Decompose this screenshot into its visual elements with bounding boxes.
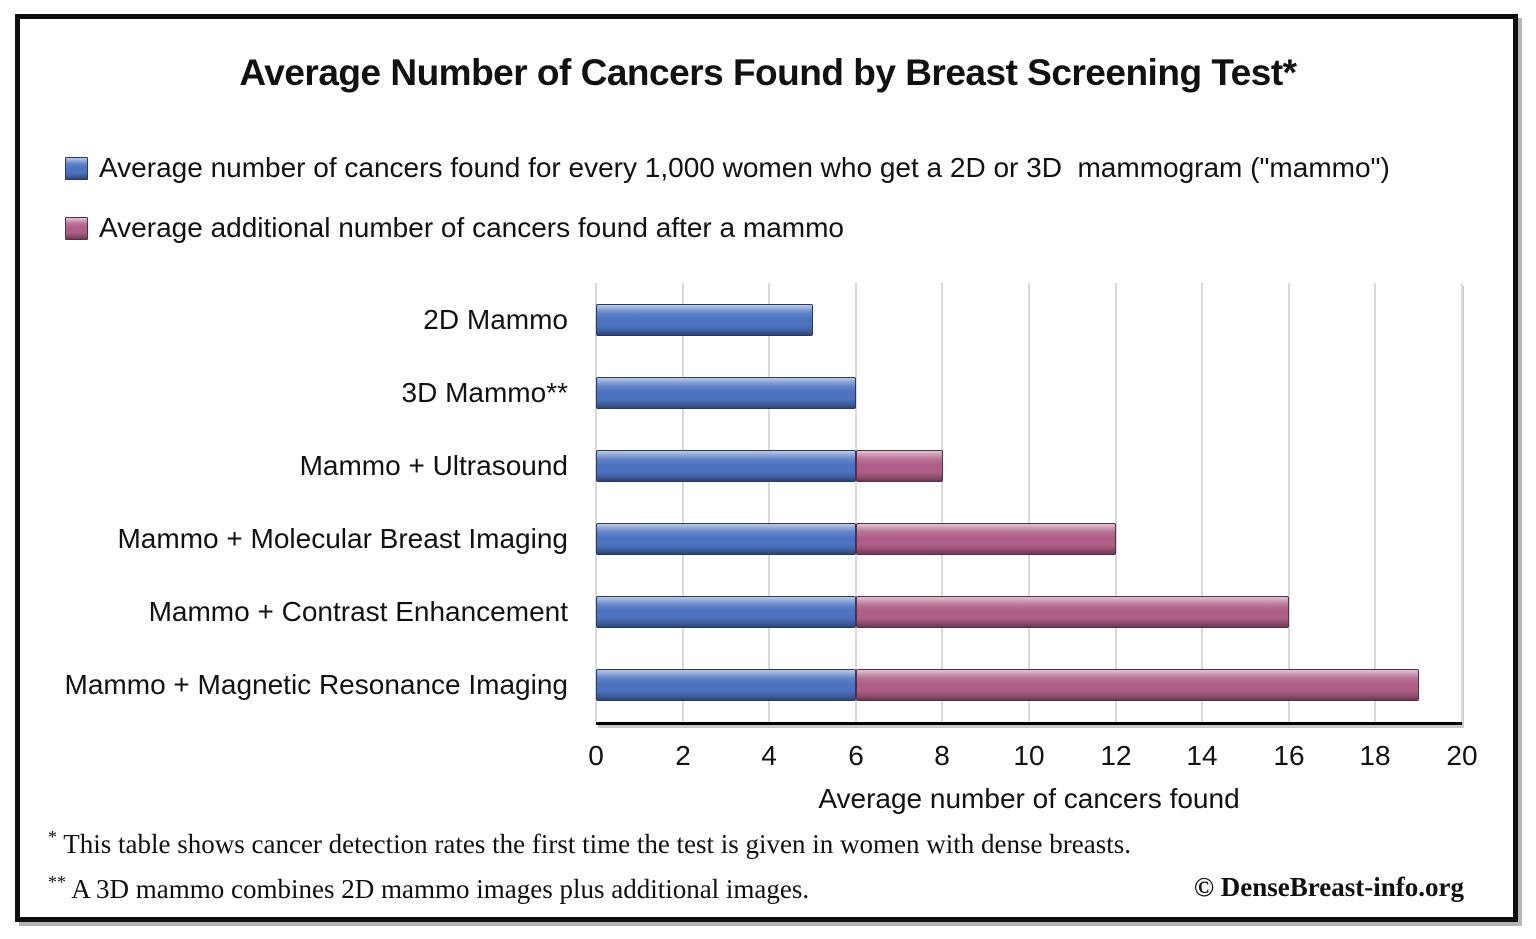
category-label: Mammo + Magnetic Resonance Imaging [64,669,568,701]
legend-swatch-additional-icon [65,216,88,240]
footnote-marker: * [48,827,57,847]
category-label: Mammo + Ultrasound [299,449,568,481]
gridline [1028,283,1030,722]
gridline [682,283,684,722]
gridline [1288,283,1290,722]
copyright-attribution: © DenseBreast-info.org [1193,872,1464,902]
gridline [855,283,857,722]
bar-segment-mammo [596,669,856,701]
x-tick-label: 8 [934,740,950,771]
bar-segment-additional [856,523,1116,555]
category-label: Mammo + Molecular Breast Imaging [117,523,568,555]
legend-item-additional: Average additional number of cancers fou… [65,210,1390,246]
footnote-dense-breasts: * This table shows cancer detection rate… [48,827,1131,859]
x-tick-label: 0 [588,740,604,771]
bar-segment-mammo [596,450,856,482]
bar-segment-additional [856,669,1419,701]
category-label: Mammo + Contrast Enhancement [148,596,568,628]
x-tick-label: 2 [675,740,691,771]
chart-title: Average Number of Cancers Found by Breas… [239,52,1297,93]
legend-swatch-mammo-icon [65,156,88,180]
x-axis-title: Average number of cancers found [818,783,1240,814]
plot-area [595,283,1463,725]
bar-segment-additional [856,596,1289,628]
category-label: 3D Mammo** [401,376,568,408]
x-tick-label: 6 [848,740,864,771]
gridline [1201,283,1203,722]
gridline [1374,283,1376,722]
legend: Average number of cancers found for ever… [65,150,1390,270]
x-tick-label: 18 [1359,740,1391,771]
category-label: 2D Mammo [423,303,568,335]
x-tick-label: 4 [761,740,777,771]
x-tick-label: 10 [1013,740,1045,771]
gridline [941,283,943,722]
bar-segment-mammo [596,304,813,336]
bar-segment-additional [856,450,943,482]
footnote-3d-mammo: ** A 3D mammo combines 2D mammo images p… [48,872,810,904]
x-tick-label: 14 [1186,740,1218,771]
gridline [1461,283,1463,722]
footnote-marker: ** [48,872,66,892]
x-tick-label: 20 [1446,740,1478,771]
gridline [595,283,597,722]
bar-segment-mammo [596,596,856,628]
x-tick-label: 12 [1100,740,1132,771]
bar-segment-mammo [596,523,856,555]
gridline [1115,283,1117,722]
legend-label-additional: Average additional number of cancers fou… [99,212,845,243]
x-tick-label: 16 [1273,740,1305,771]
bar-segment-mammo [596,377,856,409]
legend-label-mammo: Average number of cancers found for ever… [99,152,1390,183]
legend-item-mammo: Average number of cancers found for ever… [65,150,1390,186]
gridline [768,283,770,722]
